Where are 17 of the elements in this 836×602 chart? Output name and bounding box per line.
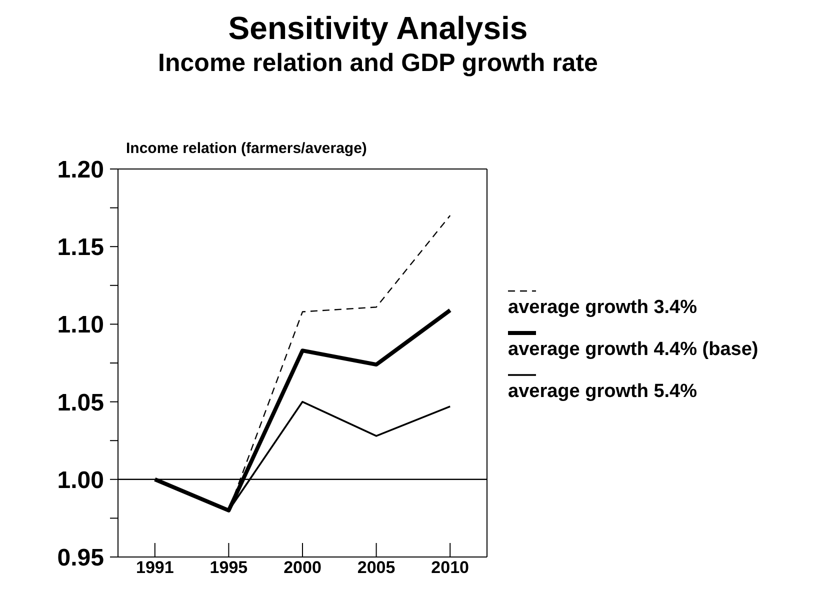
legend-label: average growth 4.4% (base) bbox=[508, 339, 758, 360]
x-tick-label: 1991 bbox=[136, 558, 174, 578]
legend-label: average growth 3.4% bbox=[508, 297, 698, 318]
y-tick-label: 1.05 bbox=[57, 389, 104, 416]
y-tick-label: 0.95 bbox=[57, 544, 104, 572]
x-tick-label: 2010 bbox=[431, 558, 470, 578]
y-tick-label: 1.00 bbox=[57, 466, 104, 494]
y-tick-label: 1.15 bbox=[57, 234, 104, 262]
y-tick-label: 1.20 bbox=[57, 156, 104, 184]
x-tick-label: 2000 bbox=[284, 558, 322, 578]
y-tick-label: 1.10 bbox=[57, 312, 104, 339]
legend-label: average growth 5.4% bbox=[508, 381, 698, 402]
y-axis-title: Income relation (farmers/average) bbox=[126, 140, 367, 157]
chart-subtitle: Income relation and GDP growth rate bbox=[157, 49, 599, 78]
x-tick-label: 2005 bbox=[357, 558, 396, 578]
chart-title: Sensitivity Analysis bbox=[227, 10, 529, 47]
x-tick-label: 1995 bbox=[210, 558, 248, 578]
